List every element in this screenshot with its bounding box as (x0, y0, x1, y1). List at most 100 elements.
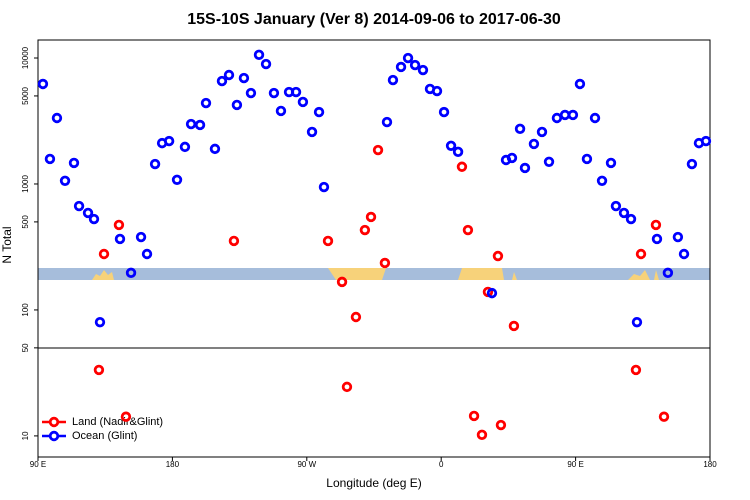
point (51, 112, 63, 124)
point (185, 118, 197, 130)
point (194, 119, 206, 131)
point (559, 109, 571, 121)
point (365, 211, 377, 223)
point (395, 61, 407, 73)
x-tick-label: 180 (166, 460, 180, 469)
point (290, 86, 302, 98)
y-tick-label: 10000 (21, 46, 30, 69)
point (228, 235, 240, 247)
point (567, 109, 579, 121)
point (635, 248, 647, 260)
point (98, 248, 110, 260)
point (73, 200, 85, 212)
point (438, 106, 450, 118)
point (350, 311, 362, 323)
point (275, 105, 287, 117)
y-axis-label: N Total (0, 226, 14, 263)
point (618, 207, 630, 219)
point (574, 78, 586, 90)
point (452, 146, 464, 158)
x-tick-label: 90 E (567, 460, 583, 469)
point (658, 411, 670, 422)
point (625, 213, 637, 225)
x-tick-label: 90 W (297, 460, 316, 469)
y-tick-label: 50 (21, 343, 30, 352)
point (417, 64, 429, 76)
point (495, 419, 507, 431)
point (605, 157, 617, 169)
point (536, 126, 548, 138)
point (163, 135, 175, 147)
point (149, 158, 161, 170)
point (589, 112, 601, 124)
point (662, 267, 674, 279)
point (245, 87, 257, 99)
point (68, 157, 80, 169)
point (336, 276, 348, 288)
point (253, 49, 265, 61)
point (672, 231, 684, 243)
point (514, 123, 526, 135)
point (630, 364, 642, 376)
x-tick-label: 0 (439, 460, 444, 469)
point (431, 85, 443, 97)
point (372, 144, 384, 156)
point (519, 162, 531, 174)
point (179, 141, 191, 153)
x-tick-label: 90 E (30, 460, 46, 469)
legend-marker (48, 430, 60, 442)
point (610, 200, 622, 212)
point (486, 287, 498, 299)
point (37, 78, 49, 90)
chart-title: 15S-10S January (Ver 8) 2014-09-06 to 20… (187, 11, 561, 28)
point (462, 224, 474, 236)
point (581, 153, 593, 165)
point (141, 248, 153, 260)
y-tick-label: 10 (21, 431, 30, 440)
point (678, 248, 690, 260)
point (506, 152, 518, 164)
point (409, 59, 421, 71)
point (596, 175, 608, 186)
point (387, 74, 399, 86)
point (686, 158, 698, 170)
point (125, 267, 137, 279)
point (650, 219, 662, 231)
point (94, 316, 106, 328)
point (322, 235, 334, 247)
y-tick-label: 5000 (21, 86, 30, 104)
point (631, 316, 643, 328)
point (456, 161, 468, 172)
x-tick-label: 180 (703, 460, 717, 469)
legend-label: Ocean (Glint) (72, 430, 137, 442)
legend-marker (48, 416, 60, 428)
point (120, 411, 132, 422)
point (268, 87, 280, 99)
point (476, 429, 488, 441)
point (341, 381, 353, 393)
x-axis-label: Longitude (deg E) (326, 476, 421, 490)
point (492, 250, 504, 262)
point (44, 153, 56, 165)
point (651, 233, 663, 245)
point (318, 181, 330, 193)
point (114, 233, 126, 245)
legend: Land (Nadir&Glint) Ocean (Glint) (42, 416, 163, 442)
point (551, 112, 563, 124)
point (209, 143, 221, 155)
point (445, 140, 457, 151)
point (402, 52, 414, 64)
point (508, 320, 520, 332)
point (113, 219, 125, 231)
point (59, 175, 71, 186)
point (171, 174, 183, 185)
point (543, 156, 555, 167)
y-tick-label: 1000 (21, 175, 30, 193)
point (260, 58, 272, 70)
point (313, 106, 325, 118)
point (238, 72, 250, 84)
point (88, 213, 100, 225)
point (223, 69, 235, 81)
point (359, 224, 371, 236)
